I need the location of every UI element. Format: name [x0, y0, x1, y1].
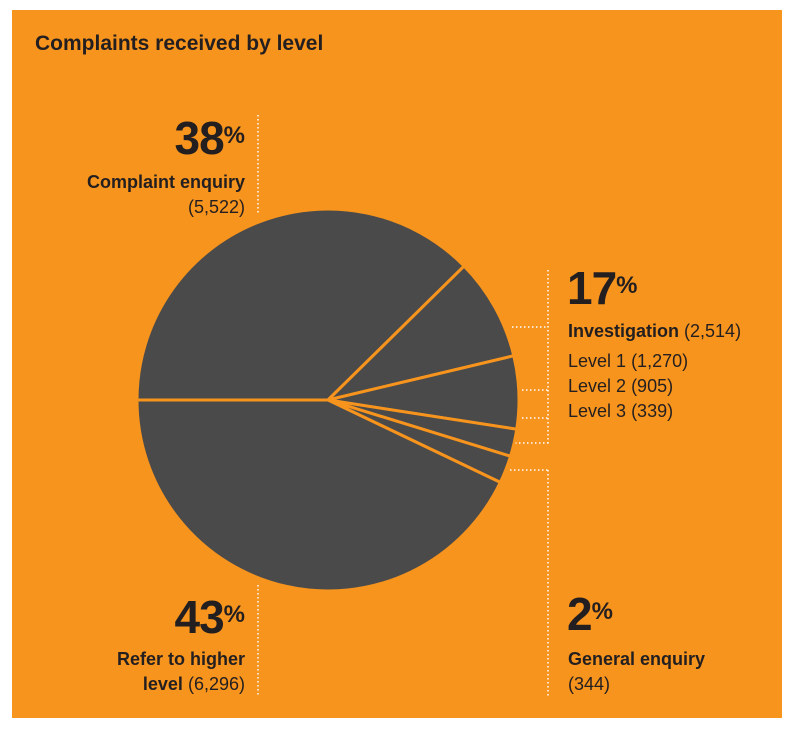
category: Complaint enquiry	[86, 172, 245, 192]
category-label: General enquiry (344)	[568, 647, 705, 697]
pie-slice	[135, 207, 466, 402]
percent-label: 17%	[567, 263, 638, 313]
pie-slice	[135, 398, 502, 593]
category: Level 3	[568, 401, 627, 421]
percent: 38	[174, 112, 224, 164]
percent: 17	[567, 262, 617, 314]
value-label: (339)	[631, 401, 674, 421]
category: General enquiry	[568, 649, 706, 669]
value-label: (6,296)	[187, 674, 245, 694]
percent-label: 2%	[567, 589, 613, 639]
value-label: (5,522)	[187, 197, 245, 217]
chart-title: Complaints received by level	[35, 32, 324, 55]
value-label: (1,270)	[631, 351, 689, 371]
category-label: Level 1 (1,270)	[568, 349, 688, 374]
chart-card: Complaints received by level 38% Complai…	[12, 10, 782, 718]
unit: %	[223, 122, 245, 149]
group-name: Investigation	[568, 321, 680, 341]
value-label: (905)	[631, 376, 674, 396]
percent: 2	[567, 588, 593, 640]
category: Refer to higher level	[116, 649, 245, 694]
unit: %	[223, 601, 245, 628]
category-label: Complaint enquiry (5,522)	[87, 170, 245, 220]
category: Level 2	[568, 376, 627, 396]
category-label: Level 2 (905)	[568, 374, 673, 399]
percent-label: 38%	[174, 113, 245, 163]
unit: %	[616, 272, 638, 299]
value-label: (2,514)	[684, 321, 742, 341]
unit: %	[591, 598, 613, 625]
percent: 43	[174, 591, 224, 643]
value-label: (344)	[568, 674, 611, 694]
category-label: Level 3 (339)	[568, 399, 673, 424]
category-label: Refer to higher level (6,296)	[75, 647, 245, 697]
group-label: Investigation (2,514)	[568, 319, 741, 344]
chart	[135, 115, 549, 697]
percent-label: 43%	[174, 592, 245, 642]
category: Level 1	[568, 351, 627, 371]
